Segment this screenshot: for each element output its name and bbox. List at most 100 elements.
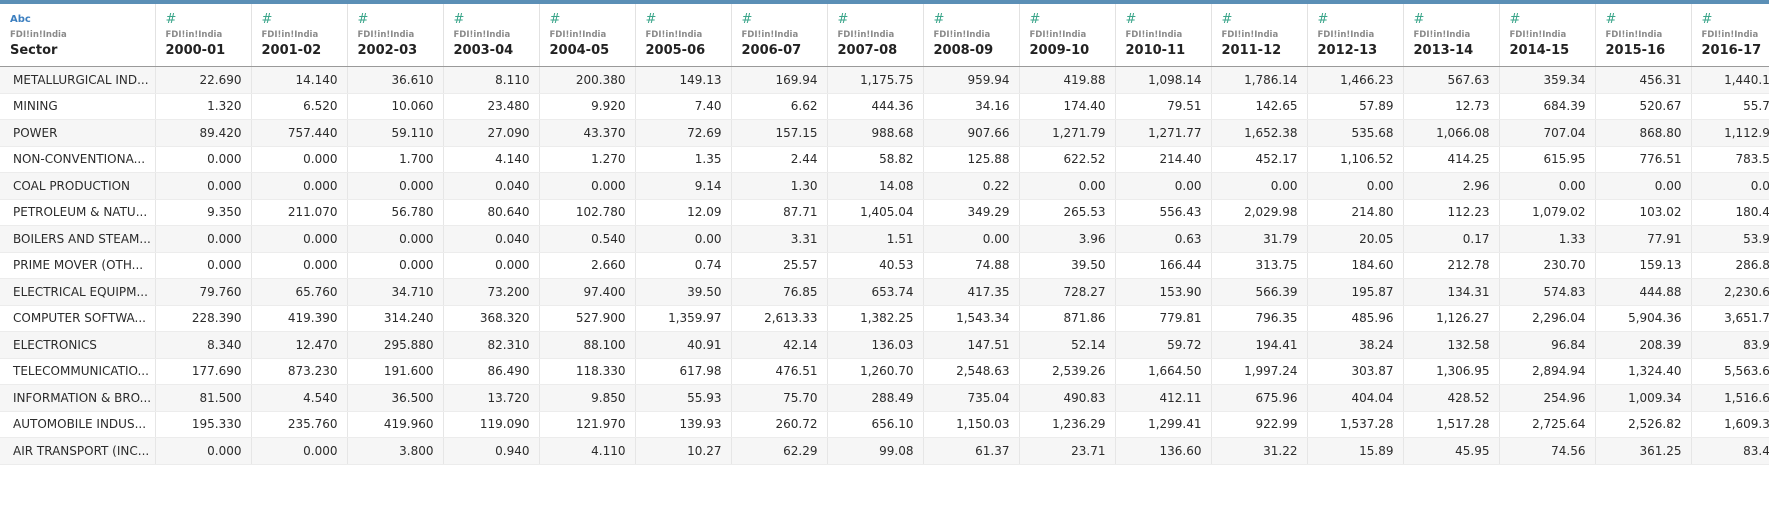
value-cell[interactable]: 0.00 [1211, 172, 1308, 200]
table-row[interactable]: COAL PRODUCTION 0.000 0.000 0.000 0.040 0.000… [0, 172, 1769, 200]
sector-cell[interactable]: PRIME MOVER (OTH... [0, 252, 156, 279]
value-cell[interactable]: 43.370 [539, 119, 636, 147]
value-cell[interactable]: 31.79 [1211, 225, 1308, 253]
column-header-2008-09[interactable]: # FDI!in!India 2008-09 [923, 0, 1020, 67]
value-cell[interactable]: 1,175.75 [827, 66, 924, 94]
value-cell[interactable]: 27.090 [443, 119, 540, 147]
value-cell[interactable]: 0.00 [635, 225, 732, 253]
value-cell[interactable]: 1,786.14 [1211, 66, 1308, 94]
value-cell[interactable]: 0.00 [1499, 172, 1596, 200]
value-cell[interactable]: 12.09 [635, 199, 732, 226]
value-cell[interactable]: 1,299.41 [1115, 411, 1212, 438]
value-cell[interactable]: 0.000 [347, 172, 444, 200]
column-header-sector[interactable]: Abc FDI!in!India Sector [0, 0, 156, 67]
table-row[interactable]: POWER 89.420 757.440 59.110 27.090 43.370 72.6… [0, 119, 1769, 147]
table-row[interactable]: PETROLEUM & NATU... 9.350 211.070 56.780 80.… [0, 199, 1769, 226]
value-cell[interactable]: 412.11 [1115, 384, 1212, 412]
value-cell[interactable]: 81.500 [155, 384, 252, 412]
value-cell[interactable]: 56.780 [347, 199, 444, 226]
value-cell[interactable]: 2,539.26 [1019, 358, 1116, 385]
value-cell[interactable]: 368.320 [443, 305, 540, 332]
value-cell[interactable]: 1,271.77 [1115, 119, 1212, 147]
value-cell[interactable]: 2.44 [731, 146, 828, 173]
value-cell[interactable]: 1,106.52 [1307, 146, 1404, 173]
value-cell[interactable]: 10.060 [347, 93, 444, 120]
column-header-2002-03[interactable]: # FDI!in!India 2002-03 [347, 0, 444, 67]
value-cell[interactable]: 121.970 [539, 411, 636, 438]
value-cell[interactable]: 5,904.36 [1595, 305, 1692, 332]
value-cell[interactable]: 74.88 [923, 252, 1020, 279]
value-cell[interactable]: 3.31 [731, 225, 828, 253]
value-cell[interactable]: 153.90 [1115, 278, 1212, 306]
value-cell[interactable]: 139.93 [635, 411, 732, 438]
value-cell[interactable]: 136.03 [827, 331, 924, 359]
value-cell[interactable]: 55.93 [635, 384, 732, 412]
value-cell[interactable]: 102.780 [539, 199, 636, 226]
column-header-2012-13[interactable]: # FDI!in!India 2012-13 [1307, 0, 1404, 67]
value-cell[interactable]: 675.96 [1211, 384, 1308, 412]
value-cell[interactable]: 0.00 [1019, 172, 1116, 200]
sector-cell[interactable]: MINING [0, 93, 156, 120]
value-cell[interactable]: 428.52 [1403, 384, 1500, 412]
sector-cell[interactable]: COMPUTER SOFTWA... [0, 305, 156, 332]
value-cell[interactable]: 166.44 [1115, 252, 1212, 279]
sector-cell[interactable]: TELECOMMUNICATIO... [0, 358, 156, 385]
value-cell[interactable]: 476.51 [731, 358, 828, 385]
value-cell[interactable]: 783.57 [1691, 146, 1769, 173]
value-cell[interactable]: 82.310 [443, 331, 540, 359]
value-cell[interactable]: 13.720 [443, 384, 540, 412]
column-header-2006-07[interactable]: # FDI!in!India 2006-07 [731, 0, 828, 67]
value-cell[interactable]: 0.000 [155, 225, 252, 253]
value-cell[interactable]: 142.65 [1211, 93, 1308, 120]
number-type-icon[interactable]: # [741, 12, 753, 27]
value-cell[interactable]: 23.71 [1019, 437, 1116, 465]
value-cell[interactable]: 15.89 [1307, 437, 1404, 465]
value-cell[interactable]: 0.000 [155, 252, 252, 279]
value-cell[interactable]: 485.96 [1307, 305, 1404, 332]
value-cell[interactable]: 656.10 [827, 411, 924, 438]
value-cell[interactable]: 6.62 [731, 93, 828, 120]
value-cell[interactable]: 149.13 [635, 66, 732, 94]
value-cell[interactable]: 194.41 [1211, 331, 1308, 359]
value-cell[interactable]: 8.110 [443, 66, 540, 94]
value-cell[interactable]: 125.88 [923, 146, 1020, 173]
value-cell[interactable]: 9.350 [155, 199, 252, 226]
value-cell[interactable]: 1,236.29 [1019, 411, 1116, 438]
value-cell[interactable]: 871.86 [1019, 305, 1116, 332]
sector-cell[interactable]: AUTOMOBILE INDUS... [0, 411, 156, 438]
value-cell[interactable]: 0.74 [635, 252, 732, 279]
sector-cell[interactable]: METALLURGICAL IND... [0, 66, 156, 94]
value-cell[interactable]: 12.470 [251, 331, 348, 359]
value-cell[interactable]: 74.56 [1499, 437, 1596, 465]
value-cell[interactable]: 7.40 [635, 93, 732, 120]
value-cell[interactable]: 52.14 [1019, 331, 1116, 359]
value-cell[interactable]: 419.390 [251, 305, 348, 332]
value-cell[interactable]: 1,382.25 [827, 305, 924, 332]
value-cell[interactable]: 79.51 [1115, 93, 1212, 120]
number-type-icon[interactable]: # [1509, 12, 1521, 27]
table-row[interactable]: ELECTRONICS 8.340 12.470 295.880 82.310 88.10… [0, 331, 1769, 359]
value-cell[interactable]: 191.600 [347, 358, 444, 385]
value-cell[interactable]: 1,516.68 [1691, 384, 1769, 412]
value-cell[interactable]: 757.440 [251, 119, 348, 147]
table-row[interactable]: AIR TRANSPORT (INC... 0.000 0.000 3.800 0.94… [0, 437, 1769, 465]
value-cell[interactable]: 404.04 [1307, 384, 1404, 412]
value-cell[interactable]: 53.91 [1691, 225, 1769, 253]
value-cell[interactable]: 286.88 [1691, 252, 1769, 279]
value-cell[interactable]: 34.710 [347, 278, 444, 306]
value-cell[interactable]: 0.000 [155, 437, 252, 465]
number-type-icon[interactable]: # [549, 12, 561, 27]
value-cell[interactable]: 45.95 [1403, 437, 1500, 465]
value-cell[interactable]: 200.380 [539, 66, 636, 94]
value-cell[interactable]: 0.00 [1115, 172, 1212, 200]
value-cell[interactable]: 97.400 [539, 278, 636, 306]
value-cell[interactable]: 1,405.04 [827, 199, 924, 226]
value-cell[interactable]: 303.87 [1307, 358, 1404, 385]
value-cell[interactable]: 40.91 [635, 331, 732, 359]
value-cell[interactable]: 34.16 [923, 93, 1020, 120]
value-cell[interactable]: 1.35 [635, 146, 732, 173]
value-cell[interactable]: 39.50 [1019, 252, 1116, 279]
value-cell[interactable]: 567.63 [1403, 66, 1500, 94]
value-cell[interactable]: 4.140 [443, 146, 540, 173]
value-cell[interactable]: 0.000 [347, 252, 444, 279]
